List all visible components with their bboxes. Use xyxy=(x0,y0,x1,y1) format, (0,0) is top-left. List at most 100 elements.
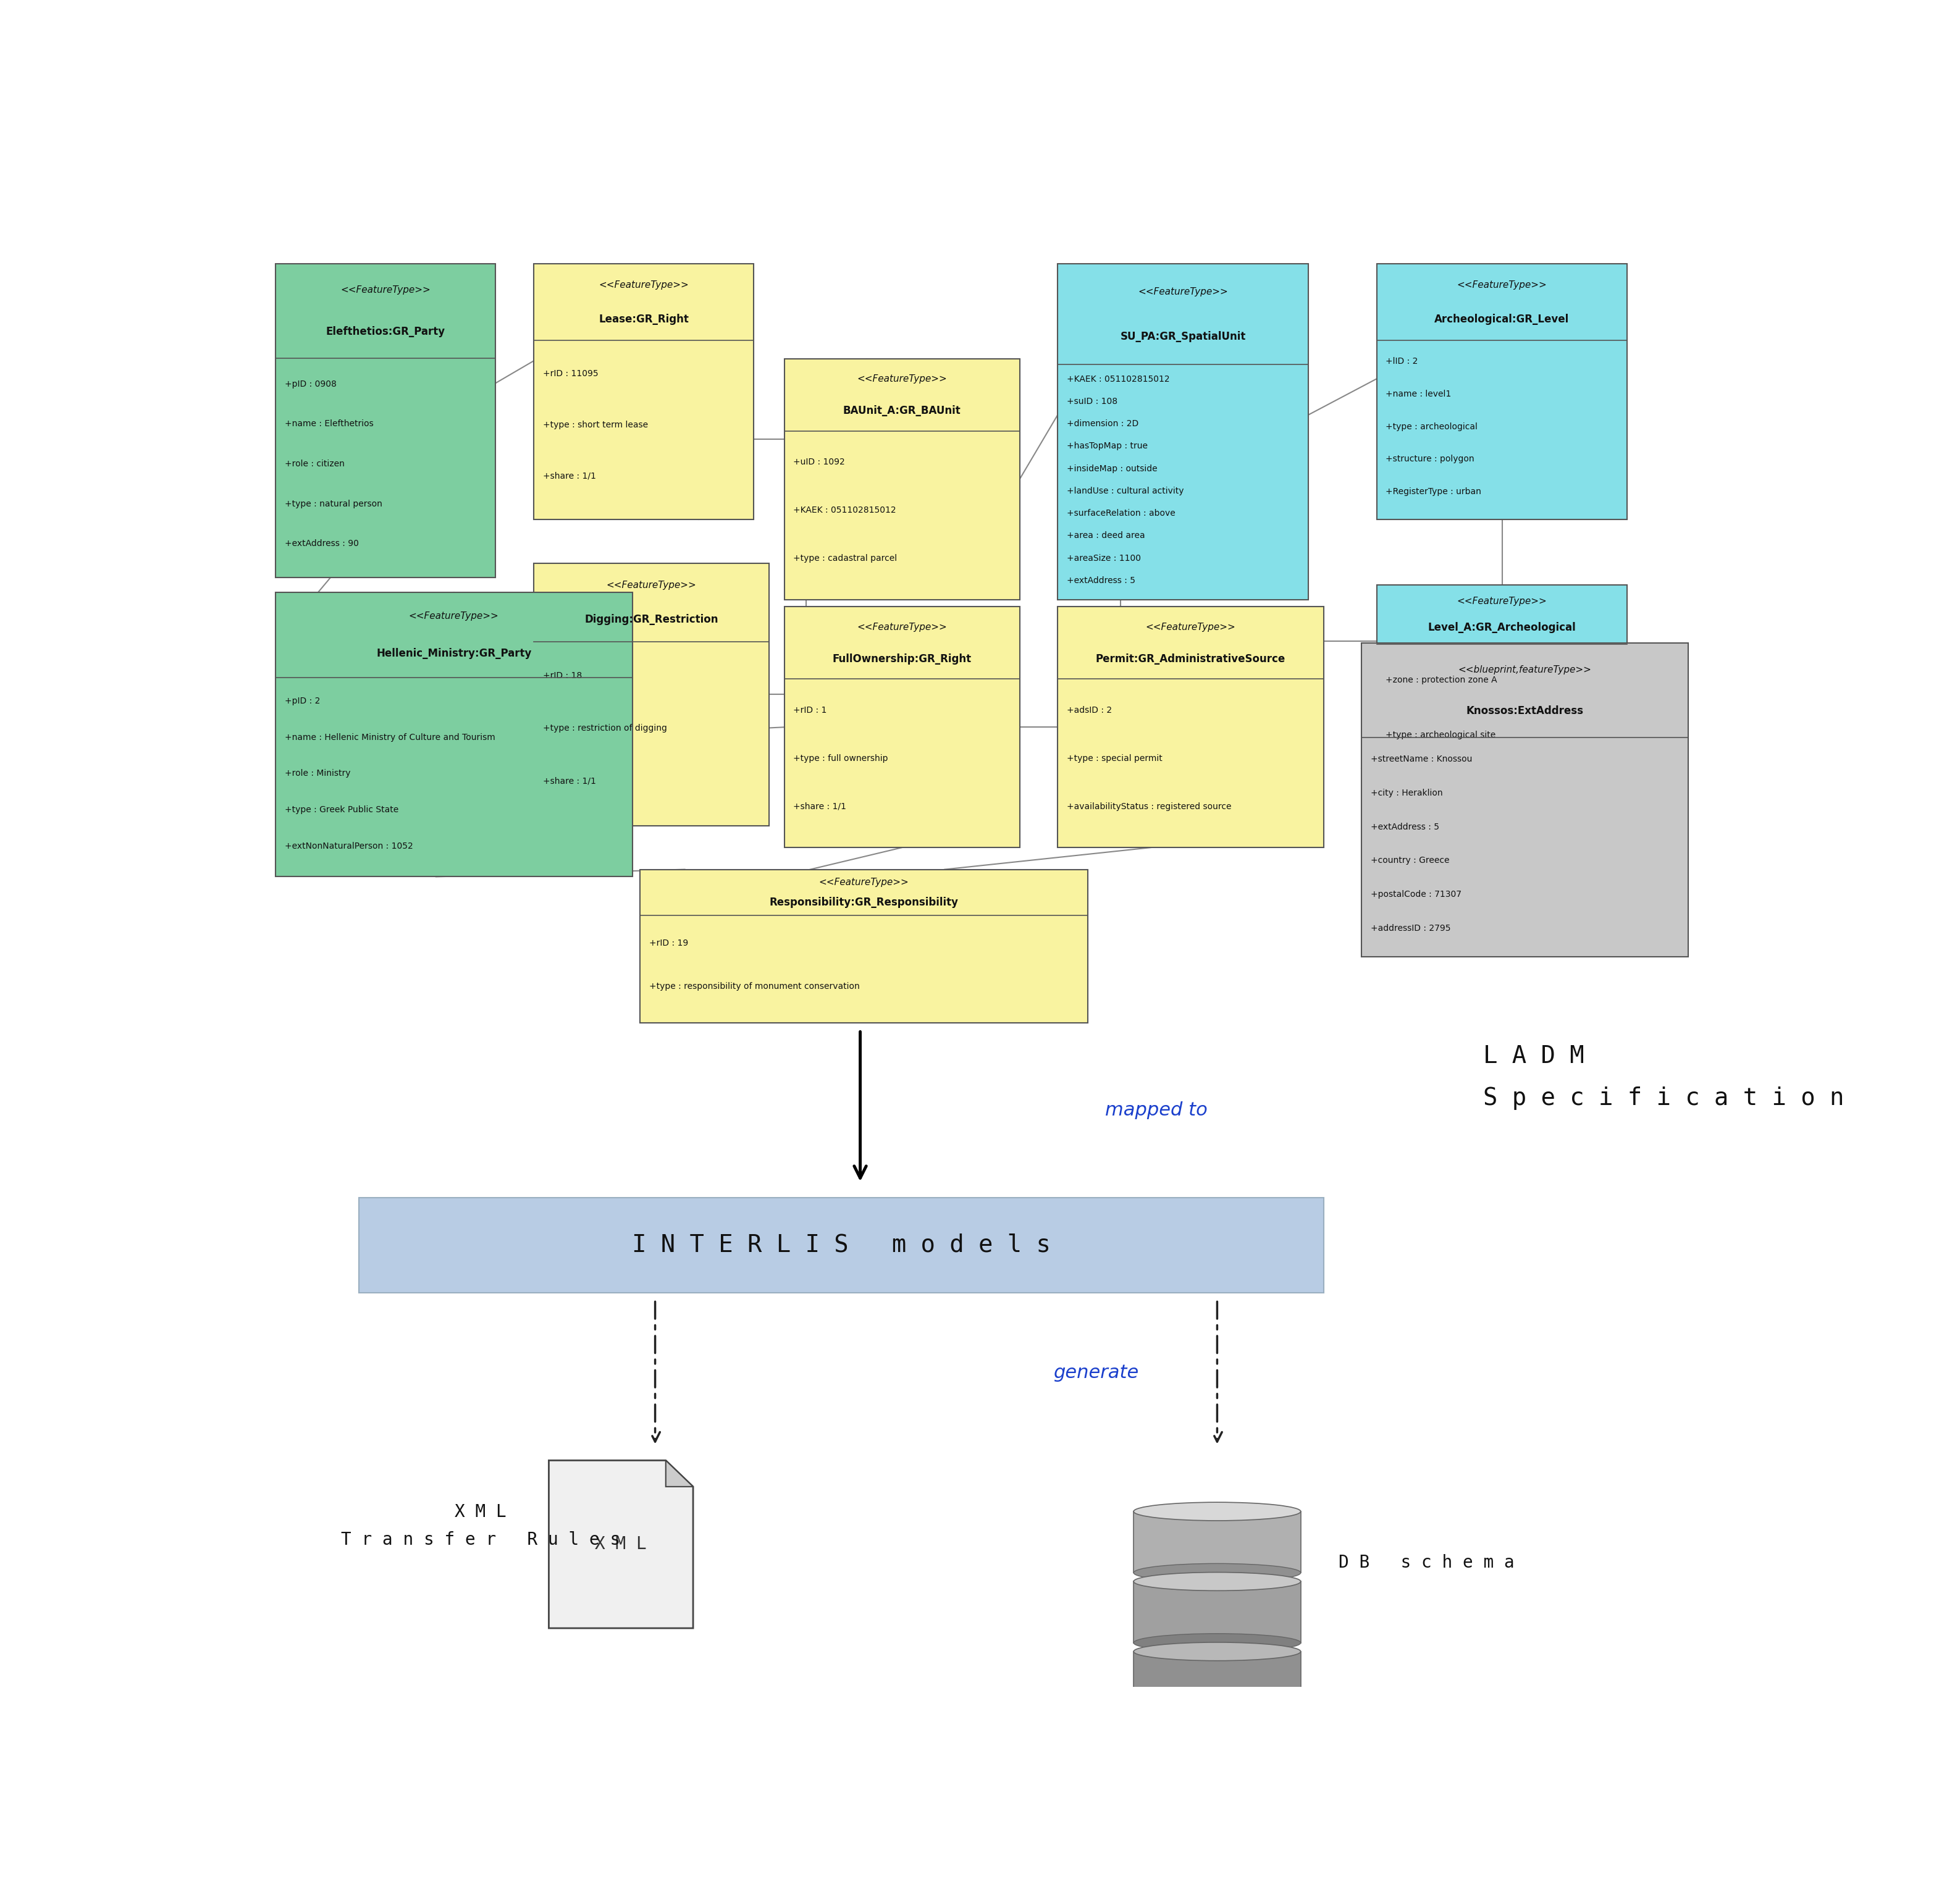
Text: X M L: X M L xyxy=(596,1535,647,1552)
Text: +type : cadastral parcel: +type : cadastral parcel xyxy=(794,553,898,563)
Text: D B   s c h e m a: D B s c h e m a xyxy=(1339,1554,1515,1571)
Text: +name : level1: +name : level1 xyxy=(1386,390,1452,398)
FancyBboxPatch shape xyxy=(639,870,1088,1023)
FancyBboxPatch shape xyxy=(784,606,1019,847)
Text: +landUse : cultural activity: +landUse : cultural activity xyxy=(1066,487,1184,495)
FancyBboxPatch shape xyxy=(784,358,1019,599)
Text: +insideMap : outside: +insideMap : outside xyxy=(1066,464,1156,474)
Text: +name : Hellenic Ministry of Culture and Tourism: +name : Hellenic Ministry of Culture and… xyxy=(284,733,496,741)
Text: +areaSize : 1100: +areaSize : 1100 xyxy=(1066,553,1141,563)
Text: +rID : 1: +rID : 1 xyxy=(794,707,827,714)
FancyBboxPatch shape xyxy=(1058,606,1323,847)
Text: +hasTopMap : true: +hasTopMap : true xyxy=(1066,442,1149,451)
Text: +uID : 1092: +uID : 1092 xyxy=(794,459,845,466)
Text: +lID : 2: +lID : 2 xyxy=(1386,358,1419,366)
Text: +adsID : 2: +adsID : 2 xyxy=(1066,707,1111,714)
Text: +country : Greece: +country : Greece xyxy=(1370,857,1448,864)
Text: +extNonNaturalPerson : 1052: +extNonNaturalPerson : 1052 xyxy=(284,841,414,851)
Text: +type : short term lease: +type : short term lease xyxy=(543,421,649,428)
Text: +surfaceRelation : above: +surfaceRelation : above xyxy=(1066,510,1176,517)
Polygon shape xyxy=(549,1461,694,1628)
Text: +type : responsibility of monument conservation: +type : responsibility of monument conse… xyxy=(649,982,860,991)
Text: +addressID : 2795: +addressID : 2795 xyxy=(1370,925,1450,932)
Text: <<FeatureType>>: <<FeatureType>> xyxy=(606,580,696,589)
Text: +name : Elefthetrios: +name : Elefthetrios xyxy=(284,419,372,428)
Text: +role : citizen: +role : citizen xyxy=(284,459,345,468)
Text: <<FeatureType>>: <<FeatureType>> xyxy=(1145,622,1235,631)
Text: Digging:GR_Restriction: Digging:GR_Restriction xyxy=(584,614,717,625)
Text: +type : Greek Public State: +type : Greek Public State xyxy=(284,805,398,815)
Bar xyxy=(1133,1512,1301,1573)
Text: +pID : 0908: +pID : 0908 xyxy=(284,379,337,388)
FancyBboxPatch shape xyxy=(533,263,755,519)
Text: +KAEK : 051102815012: +KAEK : 051102815012 xyxy=(794,506,896,515)
Text: X M L
T r a n s f e r   R u l e s: X M L T r a n s f e r R u l e s xyxy=(341,1503,619,1548)
Text: +type : natural person: +type : natural person xyxy=(284,500,382,508)
Text: +extAddress : 5: +extAddress : 5 xyxy=(1066,576,1135,586)
Text: +availabilityStatus : registered source: +availabilityStatus : registered source xyxy=(1066,802,1231,811)
Text: Lease:GR_Right: Lease:GR_Right xyxy=(598,313,688,324)
Ellipse shape xyxy=(1133,1633,1301,1652)
Text: +extAddress : 5: +extAddress : 5 xyxy=(1370,822,1439,832)
Text: +suID : 108: +suID : 108 xyxy=(1066,398,1117,406)
FancyBboxPatch shape xyxy=(1362,642,1688,957)
Text: +KAEK : 051102815012: +KAEK : 051102815012 xyxy=(1066,375,1170,383)
FancyBboxPatch shape xyxy=(274,263,496,578)
Ellipse shape xyxy=(1133,1563,1301,1582)
Text: FullOwnership:GR_Right: FullOwnership:GR_Right xyxy=(833,654,972,665)
Text: <<FeatureType>>: <<FeatureType>> xyxy=(819,877,909,887)
Text: +area : deed area: +area : deed area xyxy=(1066,531,1145,540)
Text: Elefthetios:GR_Party: Elefthetios:GR_Party xyxy=(325,326,445,337)
Text: +rID : 11095: +rID : 11095 xyxy=(543,370,598,377)
FancyBboxPatch shape xyxy=(274,591,633,877)
Text: BAUnit_A:GR_BAUnit: BAUnit_A:GR_BAUnit xyxy=(843,406,960,417)
Text: Responsibility:GR_Responsibility: Responsibility:GR_Responsibility xyxy=(770,896,958,908)
Text: +type : full ownership: +type : full ownership xyxy=(794,754,888,764)
Bar xyxy=(1133,1652,1301,1713)
Text: +type : archeological site: +type : archeological site xyxy=(1386,731,1495,739)
Text: Hellenic_Ministry:GR_Party: Hellenic_Ministry:GR_Party xyxy=(376,648,531,659)
Text: +type : restriction of digging: +type : restriction of digging xyxy=(543,724,666,733)
FancyBboxPatch shape xyxy=(359,1198,1323,1292)
Text: Archeological:GR_Level: Archeological:GR_Level xyxy=(1435,313,1570,324)
Text: +rID : 19: +rID : 19 xyxy=(649,938,688,948)
Text: Knossos:ExtAddress: Knossos:ExtAddress xyxy=(1466,705,1584,716)
Text: <<FeatureType>>: <<FeatureType>> xyxy=(1456,597,1546,606)
Text: <<FeatureType>>: <<FeatureType>> xyxy=(598,280,688,290)
Text: +structure : polygon: +structure : polygon xyxy=(1386,455,1474,464)
FancyBboxPatch shape xyxy=(1058,263,1309,599)
FancyBboxPatch shape xyxy=(1376,586,1627,783)
Text: +share : 1/1: +share : 1/1 xyxy=(543,777,596,785)
Text: +RegisterType : urban: +RegisterType : urban xyxy=(1386,487,1482,496)
Ellipse shape xyxy=(1133,1643,1301,1660)
Text: +rID : 18: +rID : 18 xyxy=(543,671,582,680)
Text: <<blueprint,featureType>>: <<blueprint,featureType>> xyxy=(1458,665,1592,675)
Text: +share : 1/1: +share : 1/1 xyxy=(794,802,847,811)
Text: <<FeatureType>>: <<FeatureType>> xyxy=(857,375,947,383)
Text: <<FeatureType>>: <<FeatureType>> xyxy=(1456,280,1546,290)
Ellipse shape xyxy=(1133,1573,1301,1590)
Text: +type : archeological: +type : archeological xyxy=(1386,423,1478,430)
Text: +type : special permit: +type : special permit xyxy=(1066,754,1162,764)
Polygon shape xyxy=(666,1461,694,1488)
Text: +zone : protection zone A: +zone : protection zone A xyxy=(1386,675,1497,684)
Text: +dimension : 2D: +dimension : 2D xyxy=(1066,419,1139,428)
Text: +streetName : Knossou: +streetName : Knossou xyxy=(1370,754,1472,764)
Bar xyxy=(1133,1582,1301,1643)
Text: <<FeatureType>>: <<FeatureType>> xyxy=(410,612,500,622)
Text: <<FeatureType>>: <<FeatureType>> xyxy=(1139,288,1229,298)
Text: +pID : 2: +pID : 2 xyxy=(284,697,319,705)
Text: +share : 1/1: +share : 1/1 xyxy=(543,472,596,479)
Text: mapped to: mapped to xyxy=(1105,1101,1207,1120)
Text: <<FeatureType>>: <<FeatureType>> xyxy=(857,622,947,631)
Text: Permit:GR_AdministrativeSource: Permit:GR_AdministrativeSource xyxy=(1096,654,1286,665)
Text: L A D M
S p e c i f i c a t i o n: L A D M S p e c i f i c a t i o n xyxy=(1484,1044,1844,1110)
Text: +extAddress : 90: +extAddress : 90 xyxy=(284,540,359,548)
Text: generate: generate xyxy=(1053,1364,1139,1381)
Ellipse shape xyxy=(1133,1503,1301,1520)
FancyBboxPatch shape xyxy=(533,563,768,826)
Text: SU_PA:GR_SpatialUnit: SU_PA:GR_SpatialUnit xyxy=(1121,332,1247,341)
Ellipse shape xyxy=(1133,1704,1301,1723)
Text: +postalCode : 71307: +postalCode : 71307 xyxy=(1370,891,1462,898)
Text: +city : Heraklion: +city : Heraklion xyxy=(1370,788,1443,798)
